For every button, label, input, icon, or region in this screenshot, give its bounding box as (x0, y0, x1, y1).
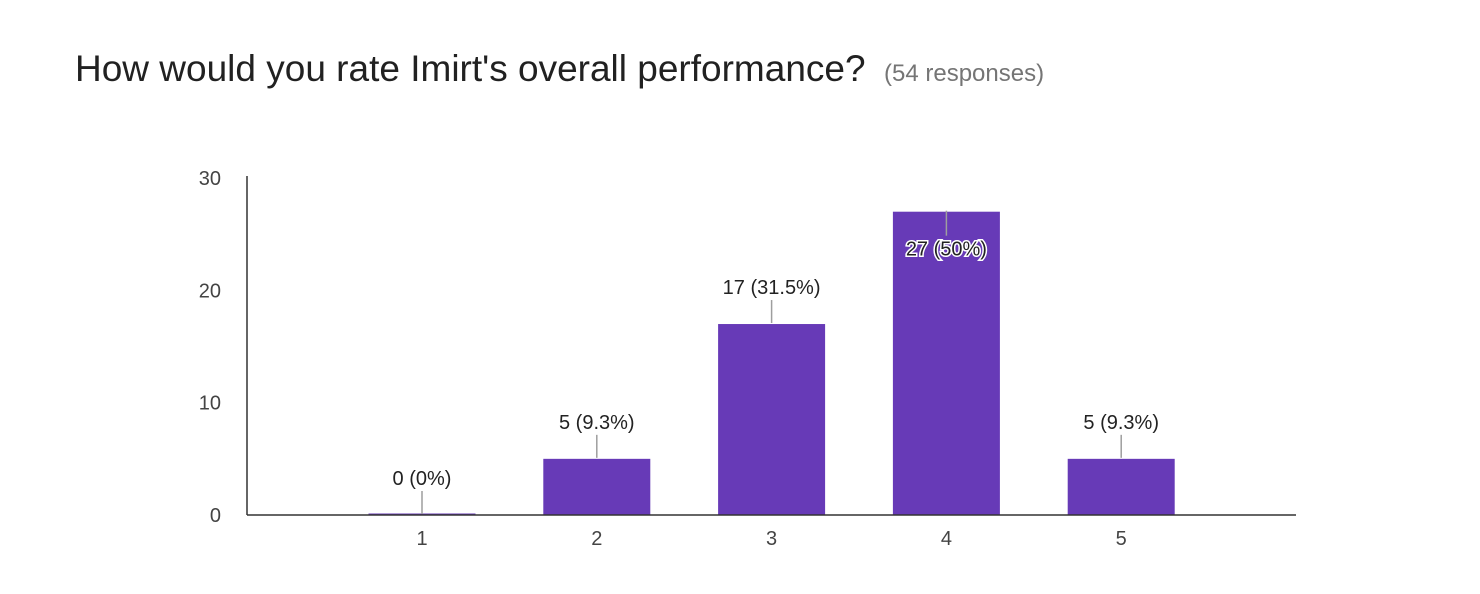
chart-header: How would you rate Imirt's overall perfo… (75, 48, 1044, 90)
data-label-1: 0 (0%) (393, 468, 452, 490)
x-tick-label-4: 4 (941, 528, 952, 550)
y-tick-label: 30 (199, 168, 221, 190)
bar-4 (892, 211, 1000, 515)
x-tick-label-5: 5 (1116, 528, 1127, 550)
x-tick-label-2: 2 (591, 528, 602, 550)
x-tick-label-1: 1 (416, 528, 427, 550)
data-label-3: 17 (31.5%) (723, 277, 821, 299)
y-tick-label: 20 (199, 280, 221, 302)
data-label-2: 5 (9.3%) (559, 412, 635, 434)
x-tick-label-3: 3 (766, 528, 777, 550)
question-title: How would you rate Imirt's overall perfo… (75, 48, 866, 89)
data-label-4: 27 (50%) (906, 239, 987, 261)
y-tick-label: 0 (210, 505, 221, 527)
bar-3 (718, 324, 826, 515)
data-label-5: 5 (9.3%) (1083, 412, 1159, 434)
response-count: (54 responses) (884, 60, 1045, 87)
bar-2 (543, 458, 651, 515)
bar-5 (1067, 458, 1175, 515)
y-tick-label: 10 (199, 393, 221, 415)
